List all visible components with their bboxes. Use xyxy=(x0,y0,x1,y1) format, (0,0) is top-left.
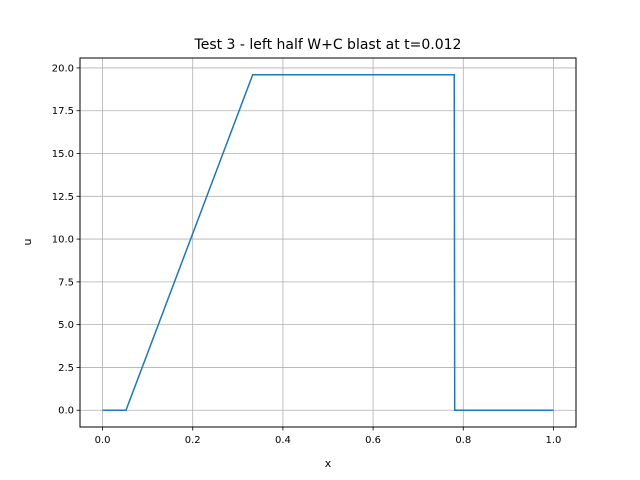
series-layer xyxy=(102,74,554,411)
grid xyxy=(80,58,576,427)
y-tick-label: 5.0 xyxy=(58,320,74,331)
x-tick-label: 1.0 xyxy=(546,435,562,446)
x-tick-label: 0.8 xyxy=(455,435,471,446)
y-tick-label: 10.0 xyxy=(52,235,74,246)
y-axis-label: u xyxy=(21,239,34,246)
plot-frame xyxy=(79,57,577,428)
x-tick-label: 0.2 xyxy=(185,435,201,446)
x-tick-label: 0.0 xyxy=(95,435,111,446)
y-tick-label: 17.5 xyxy=(52,106,74,117)
y-tick-label: 7.5 xyxy=(58,277,74,288)
y-tick-label: 15.0 xyxy=(52,149,74,160)
chart-title: Test 3 - left half W+C blast at t=0.012 xyxy=(194,37,462,53)
y-axis: 0.0 2.5 5.0 7.5 10.0 12.5 15.0 17.5 20.0 xyxy=(52,63,80,417)
y-tick-label: 20.0 xyxy=(52,63,74,74)
series-line xyxy=(102,74,554,411)
x-tick-label: 0.6 xyxy=(365,435,381,446)
x-axis-label: x xyxy=(325,457,332,470)
y-tick-label: 0.0 xyxy=(58,406,74,417)
x-tick-label: 0.4 xyxy=(275,435,291,446)
y-tick-label: 12.5 xyxy=(52,192,74,203)
x-axis: 0.0 0.2 0.4 0.6 0.8 1.0 xyxy=(95,427,562,446)
y-tick-label: 2.5 xyxy=(58,363,74,374)
